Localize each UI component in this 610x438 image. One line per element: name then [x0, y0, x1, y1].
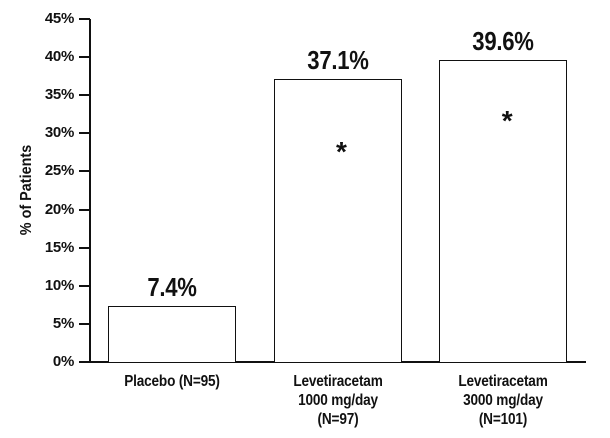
y-tick — [79, 56, 90, 59]
y-tick-label: 0% — [52, 353, 74, 370]
y-tick-label: 10% — [44, 276, 74, 294]
y-tick — [79, 18, 90, 20]
x-axis-label-line: Placebo (N=95) — [124, 373, 220, 390]
bar-value-label: 39.6% — [472, 26, 534, 57]
x-axis-label-line: 3000 mg/day — [463, 392, 544, 409]
x-axis-label-line: 1000 mg/day — [297, 392, 378, 409]
y-tick-label: 20% — [44, 200, 74, 218]
bar — [273, 79, 402, 363]
y-tick — [79, 208, 90, 211]
significance-asterisk: * — [336, 135, 347, 167]
y-tick — [79, 284, 90, 287]
x-axis-label: Levetiracetam 3000 mg/day (N=101) — [427, 372, 580, 429]
x-axis-label-line: Levetiracetam — [458, 373, 548, 390]
x-axis-label-line: Levetiracetam — [292, 373, 383, 390]
bar — [107, 305, 236, 363]
y-tick — [79, 322, 90, 325]
x-axis-label: Placebo (N=95) — [95, 372, 248, 391]
x-axis-label-line: (N=97) — [317, 411, 358, 428]
x-axis-label-line: (N=101) — [478, 411, 528, 428]
y-tick — [79, 170, 90, 173]
y-tick-label: 25% — [44, 162, 74, 180]
y-tick-label: 40% — [44, 48, 74, 66]
bar-value-label: 7.4% — [147, 271, 197, 302]
y-tick-label: 30% — [44, 124, 74, 142]
y-tick — [79, 246, 90, 249]
bar-value-label: 37.1% — [306, 45, 369, 76]
y-tick — [79, 94, 90, 97]
x-axis-label: Levetiracetam 1000 mg/day (N=97) — [261, 372, 414, 429]
y-tick-label: 5% — [52, 314, 74, 332]
y-tick — [79, 132, 90, 135]
y-axis-line — [89, 19, 91, 363]
significance-asterisk: * — [501, 105, 513, 137]
bar — [439, 60, 568, 363]
y-tick-label: 15% — [44, 238, 74, 256]
y-tick-label: 35% — [44, 86, 74, 104]
y-tick-label: 45% — [44, 10, 74, 27]
